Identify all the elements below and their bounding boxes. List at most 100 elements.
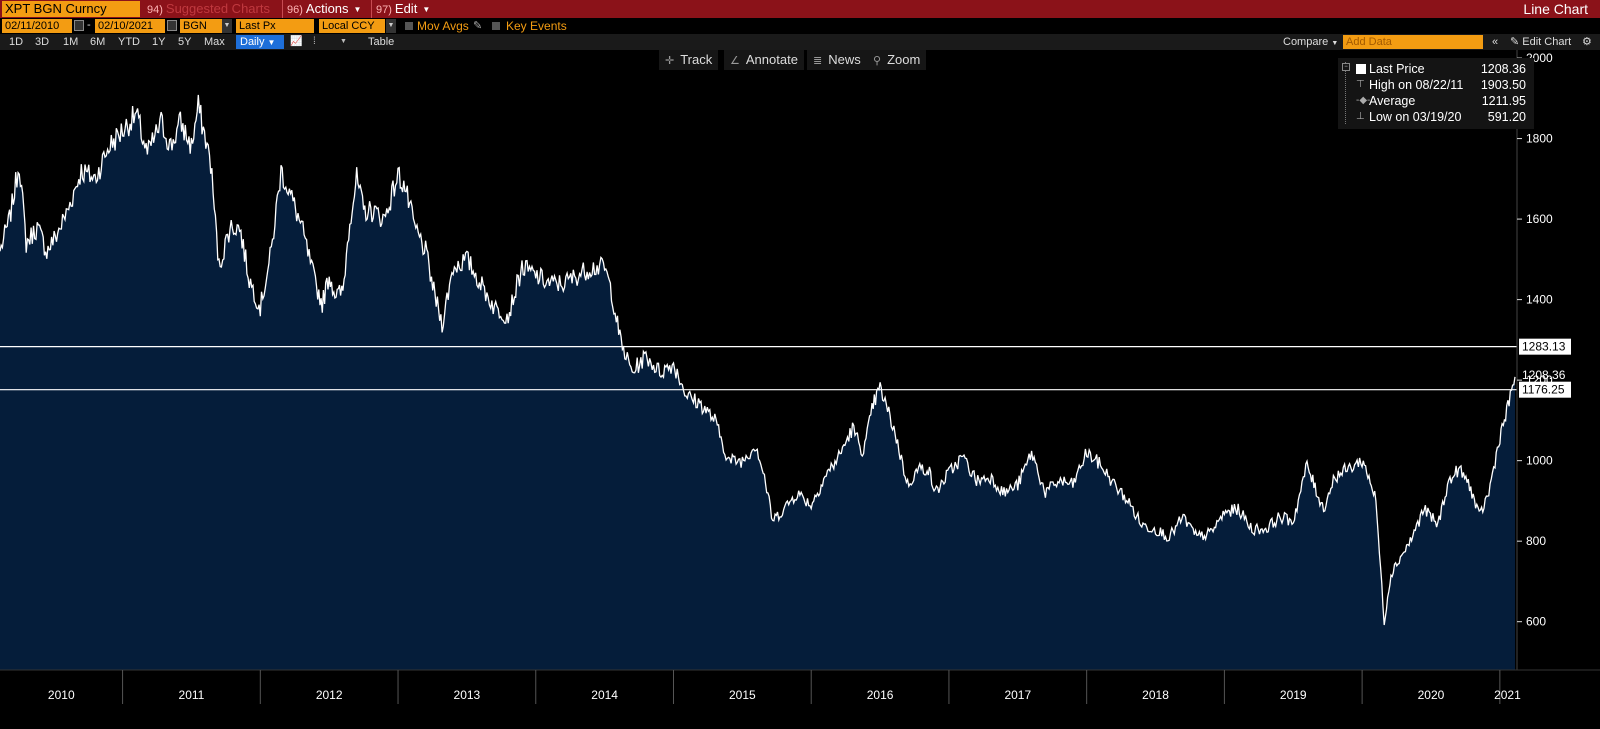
chevron-down-icon: ▼ <box>353 4 362 14</box>
table-button[interactable]: Table <box>368 36 395 48</box>
pencil-icon[interactable]: ✎ <box>473 20 483 32</box>
collapse-icon[interactable]: « <box>1492 36 1499 48</box>
period-3d[interactable]: 3D <box>35 36 50 48</box>
chevron-down-icon[interactable]: ▼ <box>386 19 396 33</box>
actions-menu-button[interactable]: 96) Actions ▼ <box>282 0 361 18</box>
period-row: 1D 3D 1M 6M YTD 1Y 5Y Max Daily ▼ 📈 ⁞ ▼ … <box>0 34 1600 50</box>
actions-number: 96) <box>287 4 303 16</box>
suggested-charts-button[interactable]: 94) Suggested Charts <box>147 0 270 18</box>
edit-label: Edit <box>394 1 418 16</box>
horizontal-line-label: 1283.13 <box>1522 340 1566 354</box>
legend-name: High on 08/22/11 <box>1369 78 1464 92</box>
add-data-input[interactable]: Add Data <box>1343 35 1483 49</box>
legend-row-average: -◆- Average 1211.95 <box>1338 93 1534 109</box>
title-bar: XPT BGN Curncy 94) Suggested Charts 96) Ac… <box>0 0 1600 18</box>
legend-value: 1903.50 <box>1480 78 1526 92</box>
gear-icon[interactable]: ⚙ <box>1582 36 1592 48</box>
chevron-down-icon[interactable]: ▼ <box>340 38 347 45</box>
key-events-label: Key Events <box>506 19 567 33</box>
y-tick-label: 1800 <box>1526 132 1553 146</box>
annotate-label: Annotate <box>745 52 798 67</box>
track-button[interactable]: ✛ Track <box>659 50 720 70</box>
chevron-down-icon[interactable]: ▼ <box>222 19 232 33</box>
legend-value: 591.20 <box>1487 110 1526 124</box>
series-color-swatch[interactable] <box>1356 64 1366 74</box>
chevron-down-icon: ▼ <box>267 38 276 47</box>
low-marker-icon: ⊥ <box>1356 111 1365 122</box>
source-select[interactable]: BGN <box>180 19 222 33</box>
zoom-button[interactable]: ⚲ Zoom <box>867 50 928 70</box>
edit-chart-label: Edit Chart <box>1522 36 1572 48</box>
end-date-input[interactable]: 02/10/2021 <box>95 19 165 33</box>
y-tick-label: 1200 <box>1526 373 1553 387</box>
mov-avgs-label: Mov Avgs <box>417 19 469 33</box>
chevron-down-icon: ▼ <box>1331 40 1339 47</box>
annotate-button[interactable]: ∠ Annotate <box>724 50 805 70</box>
calendar-icon[interactable] <box>167 20 177 31</box>
period-1m[interactable]: 1M <box>63 36 79 48</box>
collapse-legend-icon[interactable]: − <box>1342 63 1350 71</box>
period-1d[interactable]: 1D <box>9 36 24 48</box>
edit-chart-button[interactable]: ✎ Edit Chart <box>1510 34 1571 50</box>
key-events-checkbox[interactable] <box>492 22 500 30</box>
x-tick-label: 2013 <box>454 688 481 702</box>
chevron-down-icon: ▼ <box>422 4 431 14</box>
compare-button[interactable]: Compare ▼ <box>1283 34 1338 52</box>
legend-value: 1208.36 <box>1480 62 1526 76</box>
pencil-icon: ✎ <box>1510 36 1520 48</box>
suggested-charts-label: Suggested Charts <box>165 1 270 16</box>
x-tick-label: 2020 <box>1418 688 1445 702</box>
compare-label: Compare <box>1283 36 1329 48</box>
field-select[interactable]: Last Px <box>236 19 314 33</box>
horizontal-line-label: 1176.25 <box>1522 383 1565 397</box>
y-tick-label: 800 <box>1526 534 1546 548</box>
y-tick-label: 1400 <box>1526 293 1553 307</box>
price-chart: 1208.36 1283.13 1176.25 600 800 1000 1200 1400… <box>0 50 1600 729</box>
frequency-select[interactable]: Daily ▼ <box>236 35 284 49</box>
calendar-icon[interactable] <box>74 20 84 31</box>
period-max[interactable]: Max <box>204 36 225 48</box>
legend-row-low: ⊥ Low on 03/19/20 591.20 <box>1338 109 1534 125</box>
average-marker-icon: -◆- <box>1356 95 1371 106</box>
controls-row: 02/11/2010 - 02/10/2021 BGN ▼ Last Px Lo… <box>0 18 1600 34</box>
x-tick-label: 2015 <box>729 688 756 702</box>
period-ytd[interactable]: YTD <box>118 36 140 48</box>
legend-row-high: ⊤ High on 08/22/11 1903.50 <box>1338 77 1534 93</box>
news-label: News <box>828 52 861 67</box>
bar-style-icon[interactable]: ⁞ <box>313 36 316 47</box>
x-tick-label: 2014 <box>591 688 618 702</box>
horizontal-line-label-box <box>1519 381 1571 398</box>
price-area <box>0 94 1515 670</box>
edit-menu-button[interactable]: 97) Edit ▼ <box>371 0 430 18</box>
x-tick-label: 2012 <box>316 688 343 702</box>
edit-number: 97) <box>376 4 392 16</box>
x-tick-label: 2017 <box>1004 688 1031 702</box>
x-tick-label: 2019 <box>1280 688 1307 702</box>
legend-name: Low on 03/19/20 <box>1369 110 1462 124</box>
pencil-icon: ∠ <box>730 55 740 67</box>
start-date-input[interactable]: 02/11/2010 <box>2 19 72 33</box>
x-tick-label: 2010 <box>48 688 75 702</box>
high-marker-icon: ⊤ <box>1356 79 1365 90</box>
legend-row-last-price: Last Price 1208.36 <box>1338 61 1534 77</box>
x-tick-label: 2021 <box>1494 688 1521 702</box>
period-5y[interactable]: 5Y <box>178 36 192 48</box>
y-tick-label: 600 <box>1526 615 1546 629</box>
suggested-charts-number: 94) <box>147 4 163 16</box>
legend-name: Average <box>1369 94 1416 108</box>
legend-name: Last Price <box>1369 62 1425 76</box>
period-6m[interactable]: 6M <box>90 36 106 48</box>
period-1y[interactable]: 1Y <box>152 36 166 48</box>
line-style-icon[interactable]: 📈 <box>290 36 303 47</box>
security-input[interactable]: XPT BGN Curncy <box>2 1 140 17</box>
legend-value: 1211.95 <box>1481 94 1526 108</box>
frequency-label: Daily <box>240 36 265 48</box>
news-button[interactable]: ≣ News <box>807 50 868 70</box>
mov-avgs-checkbox[interactable] <box>405 22 413 30</box>
x-tick-label: 2011 <box>179 688 205 702</box>
legend-tree-line <box>1345 62 1346 124</box>
currency-select[interactable]: Local CCY <box>319 19 385 33</box>
date-separator: - <box>87 19 91 31</box>
news-icon: ≣ <box>813 55 823 67</box>
chart-type-label: Line Chart <box>1523 1 1588 17</box>
